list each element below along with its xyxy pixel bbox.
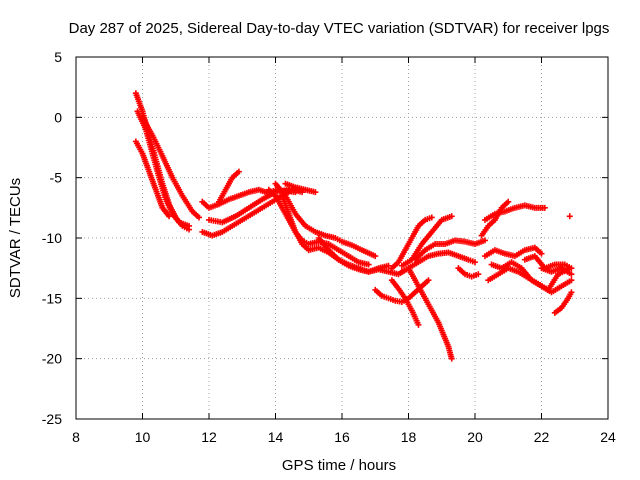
data-point-marker <box>568 265 575 272</box>
data-point-marker <box>566 213 573 220</box>
data-point-marker <box>196 214 203 221</box>
gridlines <box>76 57 608 419</box>
data-point-marker <box>448 213 455 220</box>
x-tick-label: 20 <box>467 429 483 445</box>
data-point-marker <box>475 271 482 278</box>
x-tick-label: 18 <box>401 429 417 445</box>
x-tick-label: 16 <box>334 429 350 445</box>
data-point-marker <box>186 222 193 229</box>
chart-title: Day 287 of 2025, Sidereal Day-to-day VTE… <box>69 20 610 37</box>
x-tick-label: 24 <box>600 429 616 445</box>
y-tick-label: -15 <box>42 290 62 306</box>
y-axis-title: SDTVAR / TECUs <box>7 178 24 298</box>
y-tick-label: -10 <box>42 230 62 246</box>
y-tick-label: -25 <box>42 411 62 427</box>
data-point-marker <box>448 355 455 362</box>
x-axis-title: GPS time / hours <box>282 457 396 474</box>
axis-ticks <box>75 56 609 420</box>
data-point-marker <box>372 253 379 260</box>
data-point-marker <box>568 277 575 284</box>
x-tick-label: 12 <box>201 429 217 445</box>
y-tick-labels: 5 0 -5 -10 -15 -20 -25 <box>42 49 62 427</box>
data-point-marker <box>425 277 432 284</box>
data-point-marker <box>481 237 488 244</box>
data-point-marker <box>365 261 372 268</box>
x-tick-labels: 8 10 12 14 16 18 20 22 24 <box>72 429 616 445</box>
y-tick-label: -20 <box>42 351 62 367</box>
data-point-marker <box>568 271 575 278</box>
x-tick-label: 22 <box>534 429 550 445</box>
data-point-marker <box>538 250 545 257</box>
data-point-marker <box>541 204 548 211</box>
y-tick-label: -5 <box>50 170 63 186</box>
data-point-marker <box>415 321 422 328</box>
x-tick-label: 10 <box>135 429 151 445</box>
data-point-marker <box>505 198 512 205</box>
data-point-marker <box>166 213 173 220</box>
data-point-marker <box>428 214 435 221</box>
data-markers <box>132 90 575 362</box>
data-point-marker <box>385 262 392 269</box>
x-tick-label: 14 <box>268 429 284 445</box>
data-point-marker <box>568 289 575 296</box>
x-tick-label: 8 <box>72 429 80 445</box>
data-point-marker <box>235 168 242 175</box>
y-tick-label: 0 <box>54 109 62 125</box>
data-point-marker <box>312 189 319 196</box>
y-tick-label: 5 <box>54 49 62 65</box>
data-point-marker <box>472 259 478 266</box>
